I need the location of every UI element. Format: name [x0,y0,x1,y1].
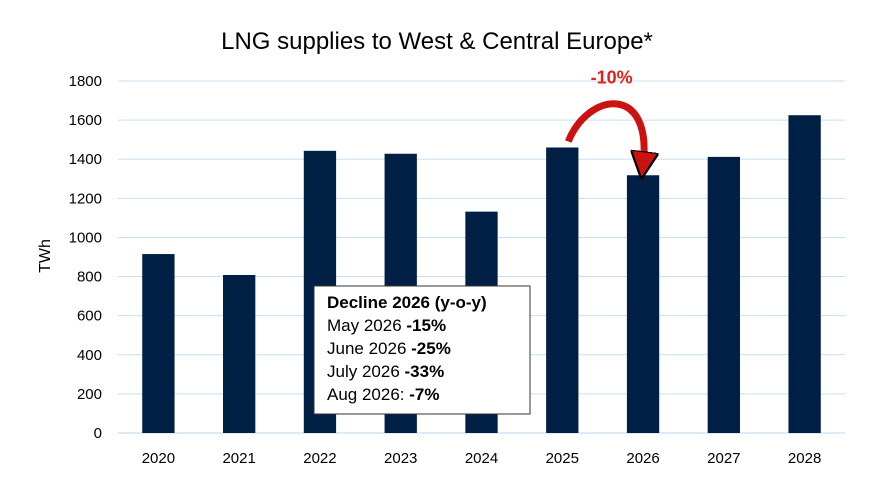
x-tick-label: 2028 [788,450,821,467]
y-tick-label: 400 [77,347,102,364]
decline-arrow [565,100,644,165]
info-box-frame [313,285,531,415]
y-tick-label: 1000 [69,229,102,246]
bar-2026 [626,175,660,433]
y-tick-label: 1800 [69,73,102,90]
info-box-row: July 2026 -33% [327,362,444,381]
y-axis-label: TWh [37,239,54,273]
x-tick-label: 2022 [303,450,336,467]
info-box-row: June 2026 -25% [327,339,451,358]
y-tick-label: 1600 [69,112,102,129]
bar-2027 [707,156,740,433]
bar-2020 [142,254,175,433]
x-tick-label: 2027 [707,450,740,467]
y-tick-label: 1400 [69,151,102,168]
x-tick-label: 2026 [626,450,659,467]
x-tick-label: 2020 [142,450,175,467]
y-axis-ticks: 0 200 400 600 800 1000 1200 1400 1600 1800 [69,73,102,442]
info-box-heading: Decline 2026 (y-o-y) [327,293,487,312]
y-tick-label: 1200 [69,190,102,207]
bar-2028 [788,115,821,433]
decline-info-box: Decline 2026 (y-o-y) May 2026 -15% June … [313,285,531,415]
chart-title: LNG supplies to West & Central Europe* [221,28,653,55]
bar-2025 [546,147,579,433]
info-box-row: Aug 2026: -7% [327,385,439,404]
x-tick-label: 2024 [465,450,498,467]
x-tick-label: 2021 [222,450,255,467]
x-tick-label: 2023 [384,450,417,467]
y-tick-label: 600 [77,308,102,325]
x-axis-ticks: 2020 2021 2022 2023 2024 2025 2026 2027 2028 [142,450,822,467]
decline-percent-label: -10% [591,67,633,87]
info-box-row: May 2026 -15% [327,316,446,335]
x-tick-label: 2025 [546,450,579,467]
bar-2021 [223,274,256,433]
y-tick-label: 800 [77,269,102,286]
change-annotation: -10% [565,67,644,165]
y-tick-label: 0 [94,425,102,442]
y-tick-label: 200 [77,386,102,403]
